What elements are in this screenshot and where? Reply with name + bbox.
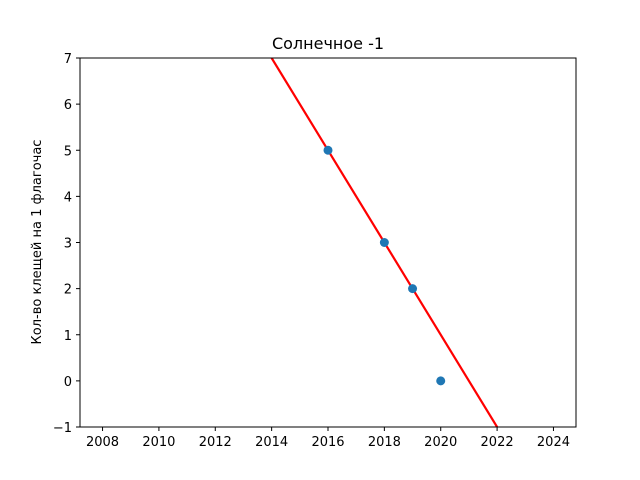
y-tick-label: 3	[64, 237, 72, 252]
y-tick-label: 4	[64, 190, 72, 205]
plot-area	[80, 58, 576, 427]
x-axis-ticks: 2008 2010 2012 2014 2016 2018 2020 2022 2024	[86, 427, 570, 450]
x-tick-label: 2008	[86, 435, 119, 450]
y-tick-label: 6	[64, 98, 72, 113]
x-tick-label: 2018	[368, 435, 401, 450]
y-tick-label: −1	[53, 421, 72, 436]
x-tick-label: 2014	[255, 435, 288, 450]
points-layer	[323, 145, 446, 386]
x-tick-label: 2016	[311, 435, 344, 450]
x-tick-label: 2020	[424, 435, 457, 450]
y-tick-label: 0	[64, 375, 72, 390]
data-point	[436, 376, 446, 386]
data-point	[323, 145, 333, 155]
y-axis-ticks: −1 0 1 2 3 4 5 6 7	[53, 52, 80, 436]
data-point	[379, 238, 389, 247]
y-axis-label: Кол-во клещей на 1 флагочас	[30, 140, 45, 345]
x-tick-label: 2024	[537, 435, 570, 450]
y-tick-label: 2	[64, 283, 72, 298]
data-point	[408, 284, 418, 294]
x-tick-label: 2012	[199, 435, 232, 450]
y-tick-label: 7	[64, 52, 72, 67]
x-tick-label: 2010	[142, 435, 175, 450]
y-tick-label: 1	[64, 329, 72, 344]
x-tick-label: 2022	[481, 435, 514, 450]
chart-title: Солнечное -1	[272, 34, 384, 53]
y-tick-label: 5	[64, 144, 72, 159]
